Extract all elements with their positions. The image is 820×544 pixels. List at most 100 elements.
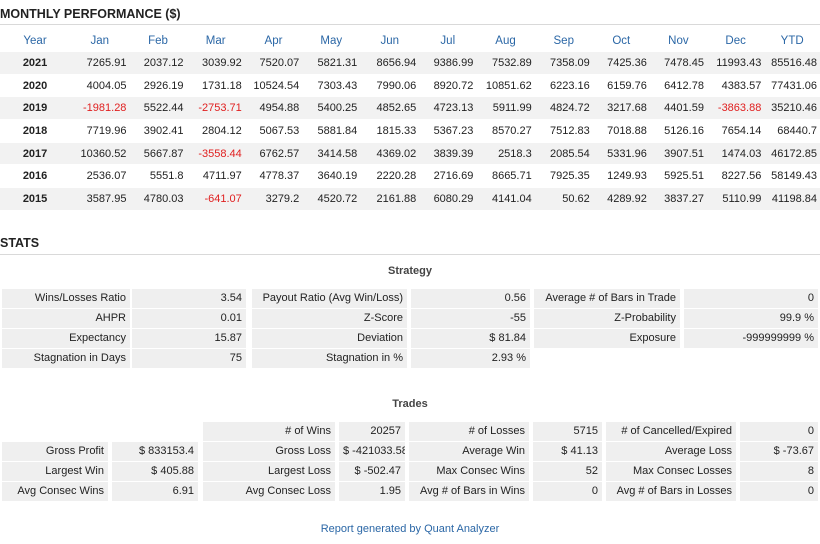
stat-value: 8 (740, 462, 818, 481)
stat-value: $ 41.13 (533, 442, 602, 461)
stat-value: 2.93 % (411, 349, 530, 368)
stat-value: 1.95 (339, 482, 405, 501)
month-value-cell: -3558.44 (186, 142, 245, 166)
month-value-cell: 8570.27 (476, 120, 535, 143)
month-value-cell: 6080.29 (419, 188, 477, 211)
column-header-mar: Mar (205, 34, 226, 47)
month-value-cell: 11993.43 (706, 52, 765, 75)
month-value-cell: 46172.85 (764, 142, 820, 166)
stat-value: 0 (740, 422, 818, 441)
month-value-cell: 5110.99 (706, 188, 765, 211)
monthly-performance-title: MONTHLY PERFORMANCE ($) (0, 7, 181, 21)
month-value-cell: 2804.12 (186, 120, 245, 143)
month-value-cell: 5067.53 (244, 120, 303, 143)
month-value-cell: 7303.43 (302, 74, 361, 98)
stat-label: Largest Win (2, 462, 108, 481)
stat-value: 15.87 (132, 329, 246, 348)
month-value-cell: 85516.48 (764, 52, 820, 75)
month-value-cell: 10851.62 (476, 74, 535, 98)
stat-label: Stagnation in Days (2, 349, 130, 368)
month-value-cell: 7990.06 (360, 74, 420, 98)
month-value-cell: 7265.91 (70, 52, 130, 75)
month-value-cell: -641.07 (186, 188, 245, 211)
month-value-cell: 2536.07 (70, 165, 130, 189)
stat-value: 0 (684, 289, 818, 308)
stat-label: Max Consec Losses (606, 462, 736, 481)
month-value-cell: 5367.23 (419, 120, 477, 143)
month-value-cell: 68440.7 (764, 120, 820, 143)
month-value-cell: 41198.84 (764, 188, 820, 211)
table-row: 2016 2536.07 5551.8 4711.97 4778.37 3640.19 22… (0, 165, 820, 189)
month-value-cell: 10360.52 (70, 142, 130, 166)
stat-label: AHPR (2, 309, 130, 328)
column-header-oct: Oct (612, 34, 631, 47)
month-value-cell: 5522.44 (129, 97, 187, 121)
month-value-cell: 8665.71 (476, 165, 535, 189)
month-value-cell: 6223.16 (534, 74, 593, 98)
stat-label: Z-Score (252, 309, 407, 328)
year-cell: 2021 (0, 52, 71, 75)
month-value-cell: 7018.88 (592, 120, 650, 143)
column-header-sep: Sep (553, 34, 574, 47)
month-value-cell: 4824.72 (534, 97, 593, 121)
month-value-cell: 1249.93 (592, 165, 650, 189)
month-value-cell: 7719.96 (70, 120, 130, 143)
month-value-cell: 3279.2 (244, 188, 303, 211)
stat-value: 99.9 % (684, 309, 818, 328)
year-cell: 2015 (0, 188, 71, 211)
table-row: 2015 3587.95 4780.03 -641.07 3279.2 4520.72 21… (0, 188, 820, 211)
stat-label: Avg # of Bars in Wins (409, 482, 529, 501)
year-cell: 2019 (0, 97, 71, 121)
month-value-cell: 5331.96 (592, 142, 650, 166)
divider (0, 24, 820, 25)
month-value-cell: 7358.09 (534, 52, 593, 75)
month-value-cell: 4520.72 (302, 188, 361, 211)
stats-title: STATS (0, 236, 40, 250)
month-value-cell: 4004.05 (70, 74, 130, 98)
stat-value: -999999999 % (684, 329, 818, 348)
month-value-cell: 3587.95 (70, 188, 130, 211)
month-value-cell: 2716.69 (419, 165, 477, 189)
year-cell: 2018 (0, 120, 71, 143)
column-header-feb: Feb (148, 34, 168, 47)
month-value-cell: 7925.35 (534, 165, 593, 189)
month-value-cell: 8920.72 (419, 74, 477, 98)
strategy-title: Strategy (387, 265, 433, 277)
month-value-cell: 9386.99 (419, 52, 477, 75)
month-value-cell: 77431.06 (764, 74, 820, 98)
month-value-cell: 4141.04 (476, 188, 535, 211)
month-value-cell: 4383.57 (706, 74, 765, 98)
stat-label: Avg Consec Loss (203, 482, 335, 501)
report-footer: Report generated by Quant Analyzer (320, 523, 500, 535)
monthly-performance-table: Year Jan Feb Mar Apr May Jun Jul Aug Sep Oct Nov Dec… (0, 29, 820, 211)
stat-value: 75 (132, 349, 246, 368)
stat-label: Stagnation in % (252, 349, 407, 368)
stat-label: Average # of Bars in Trade (534, 289, 680, 308)
month-value-cell: 5667.87 (129, 142, 187, 166)
stat-value: $ -421033.58 (339, 442, 405, 461)
month-value-cell: 3907.51 (649, 142, 707, 166)
month-value-cell: 4401.59 (649, 97, 707, 121)
month-value-cell: 5126.16 (649, 120, 707, 143)
month-value-cell: 5911.99 (476, 97, 535, 121)
year-cell: 2016 (0, 165, 71, 189)
stat-label: Payout Ratio (Avg Win/Loss) (252, 289, 407, 308)
month-value-cell: 4711.97 (186, 165, 245, 189)
column-header-aug: Aug (495, 34, 516, 47)
column-header-apr: Apr (264, 34, 283, 47)
month-value-cell: 7512.83 (534, 120, 593, 143)
month-value-cell: 35210.46 (764, 97, 820, 121)
stat-label: # of Losses (409, 422, 529, 441)
stat-label: Gross Profit (2, 442, 108, 461)
month-value-cell: 3414.58 (302, 142, 361, 166)
month-value-cell: 6762.57 (244, 142, 303, 166)
stat-label: Expectancy (2, 329, 130, 348)
table-row: 2017 10360.52 5667.87 -3558.44 6762.57 3414.5… (0, 142, 820, 166)
year-cell: 2020 (0, 74, 71, 98)
divider (0, 254, 820, 255)
month-value-cell: 4780.03 (129, 188, 187, 211)
month-value-cell: 8227.56 (706, 165, 765, 189)
stat-value: 0.56 (411, 289, 530, 308)
month-value-cell: 7520.07 (244, 52, 303, 75)
stat-value: 3.54 (132, 289, 246, 308)
